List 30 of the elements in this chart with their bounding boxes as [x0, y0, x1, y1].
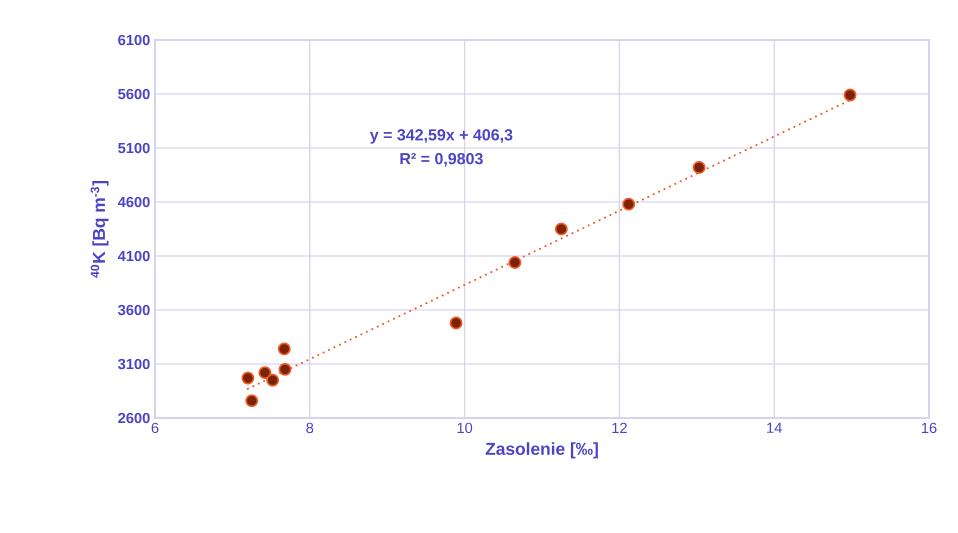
point — [622, 198, 636, 211]
y-tick-label: 5100 — [118, 142, 150, 154]
y-axis-title: $^{40}$K [Bq m$^{-3}$] — [90, 181, 109, 278]
point — [241, 372, 254, 384]
x-tick-label: 6 — [152, 422, 158, 434]
y-tick-label: 4100 — [118, 250, 150, 262]
x-tick-label: 8 — [306, 422, 314, 434]
point — [508, 256, 522, 269]
point — [278, 342, 291, 356]
x-tick-label: 12 — [612, 422, 627, 433]
y-tick-label: 3100 — [118, 358, 150, 370]
point — [258, 366, 272, 380]
point — [450, 316, 462, 330]
y-tick-label: 2600 — [118, 412, 150, 424]
y-tick-label: 5600 — [118, 88, 150, 100]
annotation: R² = 0,9803 — [400, 153, 483, 167]
y-tick-label: 4600 — [118, 196, 150, 208]
x-tick-label: 10 — [458, 422, 472, 434]
point — [245, 394, 258, 408]
x-axis-title: Zasolenie [‰] — [486, 442, 598, 458]
point — [278, 363, 292, 376]
y-tick-label: 6100 — [118, 34, 150, 46]
point — [844, 88, 856, 102]
x-tick-label: 14 — [767, 422, 782, 433]
point — [266, 374, 280, 387]
point — [692, 161, 706, 174]
x-tick-label: 16 — [922, 422, 937, 434]
point — [554, 222, 568, 236]
annotation: y = 342,59x + 406,3 — [370, 129, 512, 144]
y-tick-label: 3600 — [118, 304, 150, 316]
